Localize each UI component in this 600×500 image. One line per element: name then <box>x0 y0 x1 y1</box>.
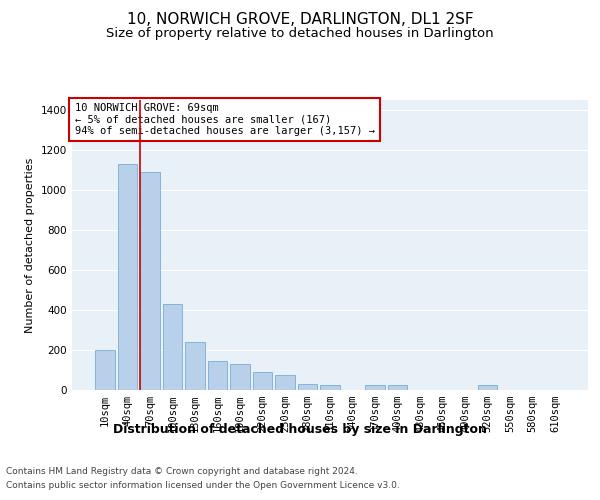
Bar <box>275 375 295 390</box>
Bar <box>163 304 182 390</box>
Text: 10, NORWICH GROVE, DARLINGTON, DL1 2SF: 10, NORWICH GROVE, DARLINGTON, DL1 2SF <box>127 12 473 28</box>
Text: Contains HM Land Registry data © Crown copyright and database right 2024.: Contains HM Land Registry data © Crown c… <box>6 468 358 476</box>
Bar <box>95 350 115 390</box>
Bar <box>478 385 497 390</box>
Bar <box>140 172 160 390</box>
Bar <box>118 164 137 390</box>
Text: Distribution of detached houses by size in Darlington: Distribution of detached houses by size … <box>113 422 487 436</box>
Text: Size of property relative to detached houses in Darlington: Size of property relative to detached ho… <box>106 28 494 40</box>
Text: Contains public sector information licensed under the Open Government Licence v3: Contains public sector information licen… <box>6 481 400 490</box>
Bar <box>320 385 340 390</box>
Bar <box>365 385 385 390</box>
Y-axis label: Number of detached properties: Number of detached properties <box>25 158 35 332</box>
Bar <box>230 364 250 390</box>
Bar <box>388 385 407 390</box>
Text: 10 NORWICH GROVE: 69sqm
← 5% of detached houses are smaller (167)
94% of semi-de: 10 NORWICH GROVE: 69sqm ← 5% of detached… <box>74 103 374 136</box>
Bar <box>185 342 205 390</box>
Bar <box>208 361 227 390</box>
Bar <box>298 384 317 390</box>
Bar <box>253 372 272 390</box>
